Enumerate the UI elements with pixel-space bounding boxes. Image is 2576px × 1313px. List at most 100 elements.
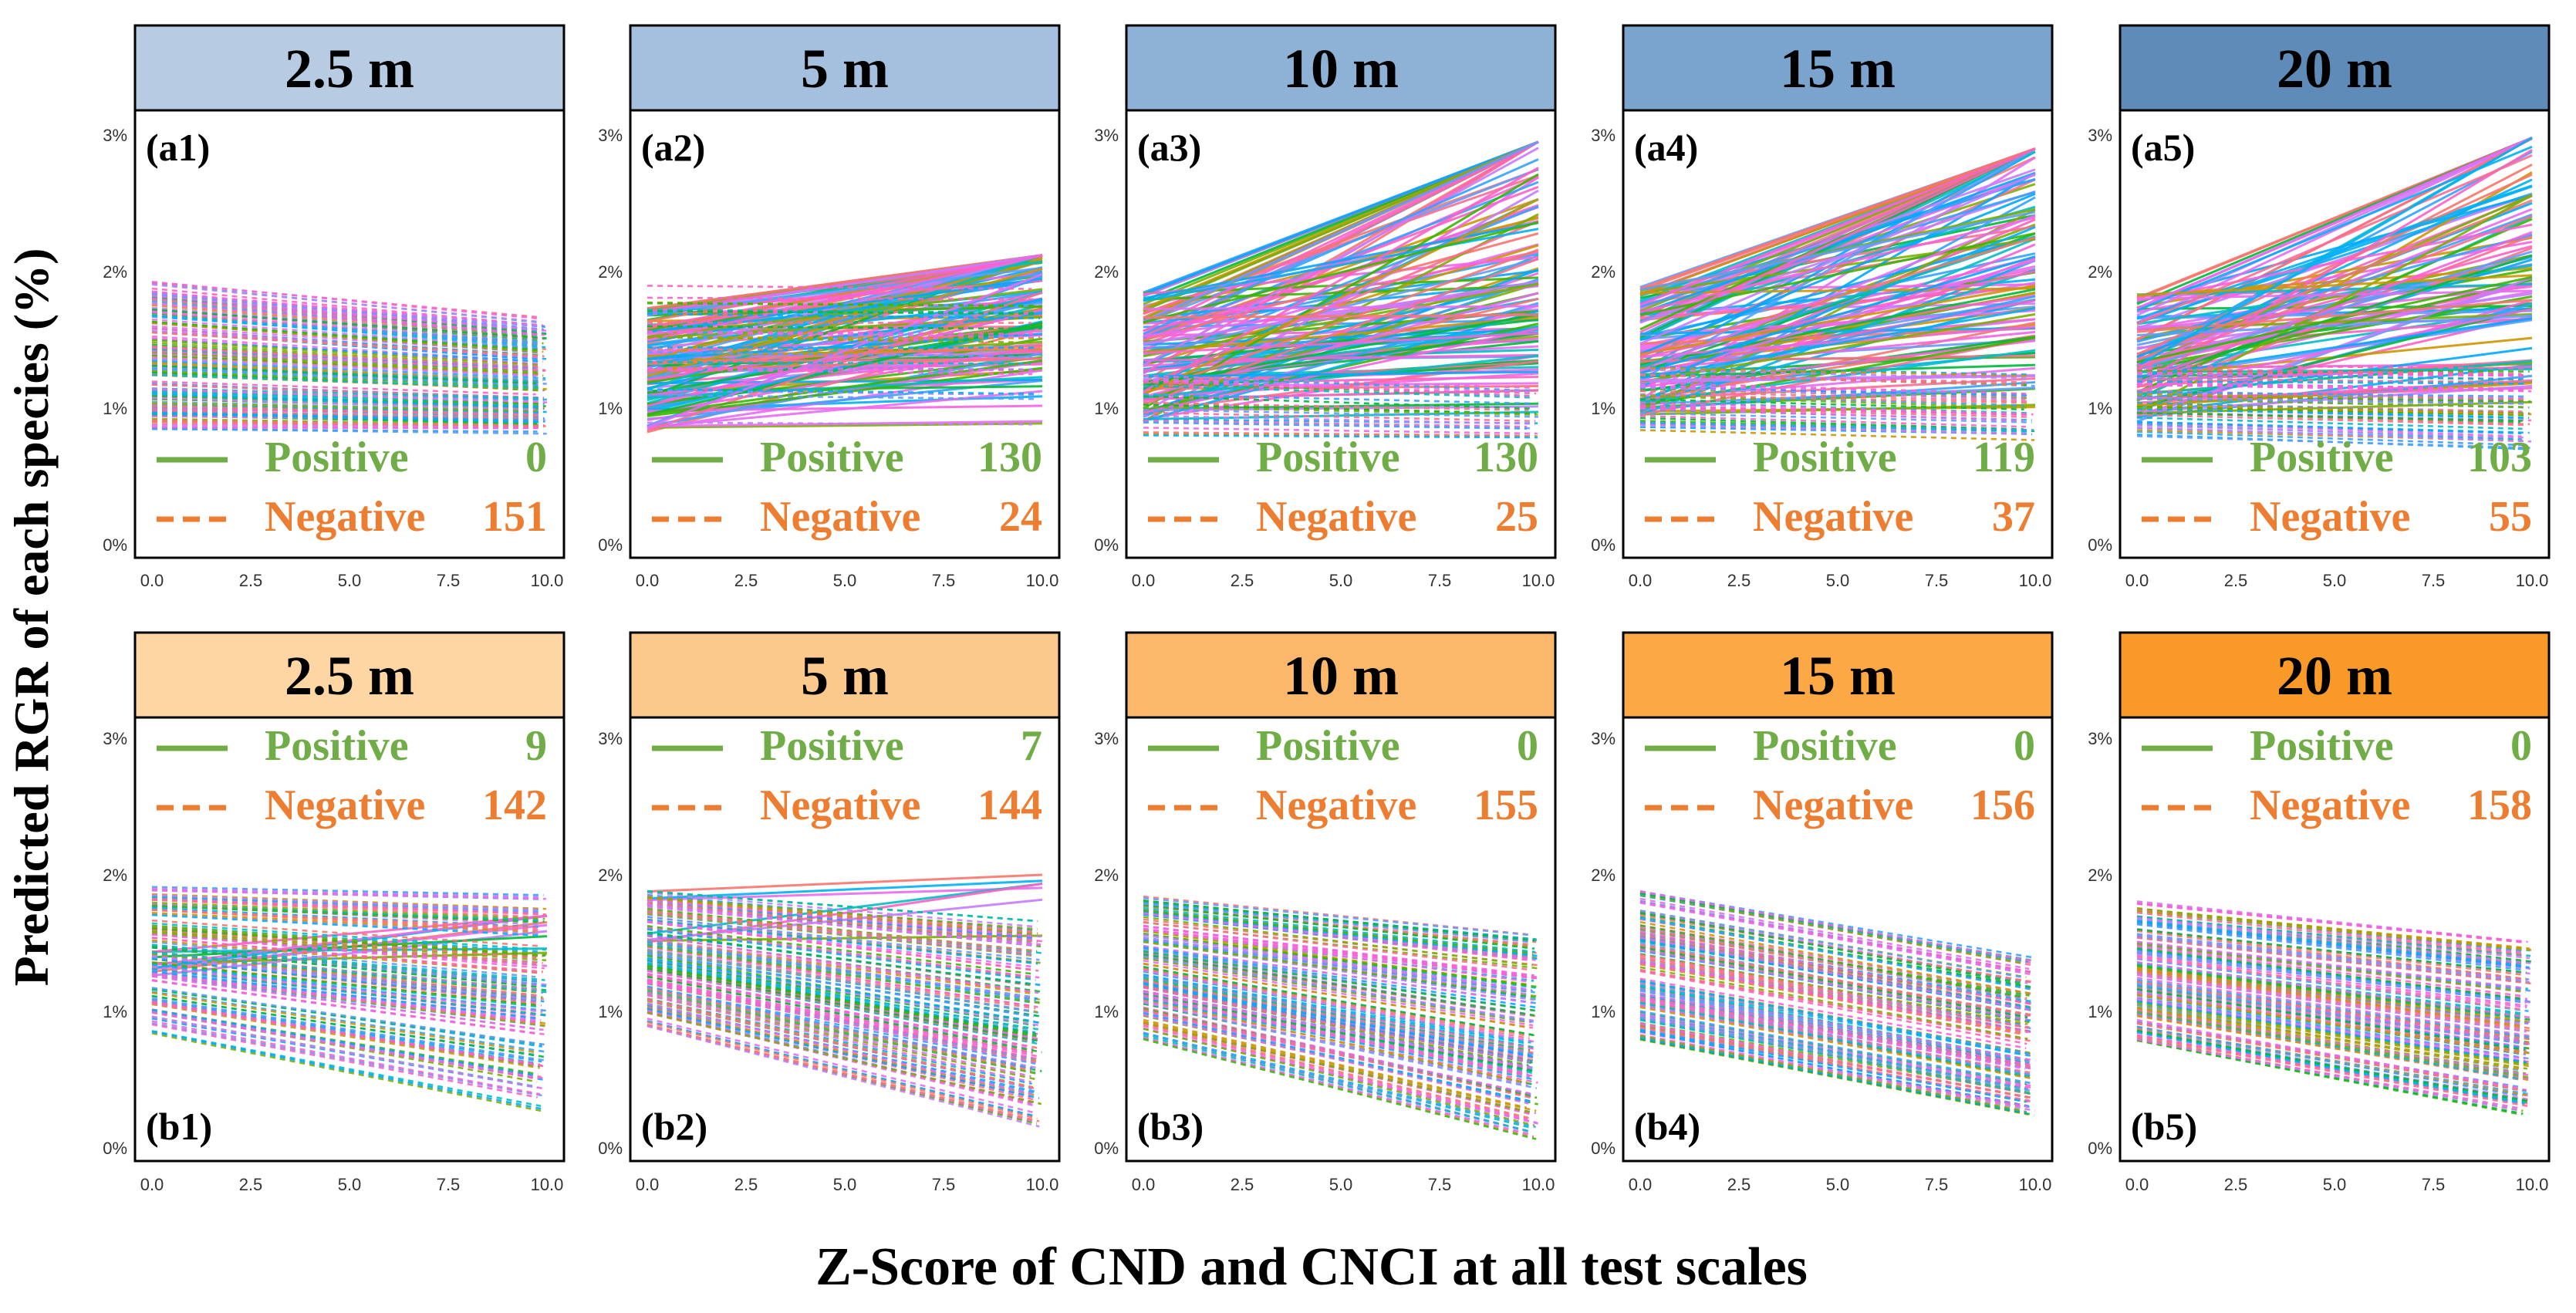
negative-series-line — [151, 1032, 545, 1112]
x-axis-title: Z-Score of CND and CNCI at all test scal… — [815, 1237, 1808, 1297]
x-tick-label: 2.5 — [2224, 1175, 2248, 1194]
series-lines — [2136, 137, 2533, 451]
negative-series-line — [2136, 994, 2530, 1060]
x-tick-label: 10.0 — [531, 571, 564, 590]
negative-series-line — [1639, 1012, 2024, 1086]
negative-series-line — [647, 979, 1032, 1059]
negative-series-line — [2136, 928, 2527, 974]
negative-series-line — [1143, 994, 1528, 1075]
negative-series-line — [1143, 1002, 1538, 1089]
negative-series-line — [647, 361, 1031, 365]
negative-series-line — [1639, 1028, 2027, 1103]
positive-series-line — [2136, 245, 2533, 356]
panel-header — [1622, 631, 2054, 719]
negative-series-line — [1143, 996, 1536, 1078]
positive-series-line — [151, 914, 548, 967]
negative-series-line — [1639, 911, 2025, 985]
negative-series-line — [1639, 414, 2026, 428]
legend: Positive Negative 0 151 — [157, 434, 547, 541]
positive-count: 130 — [977, 434, 1042, 481]
y-tick-label: 2% — [1094, 866, 1119, 885]
negative-series-line — [647, 309, 1037, 314]
y-tick-label: 1% — [2088, 1002, 2112, 1021]
positive-series-line — [2136, 250, 2533, 371]
negative-series-line — [1143, 1018, 1528, 1109]
y-tick-label: 3% — [1094, 729, 1119, 748]
negative-series-line — [151, 953, 536, 994]
negative-series-line — [647, 991, 1031, 1078]
negative-series-line — [1143, 431, 1533, 437]
positive-series-line — [1143, 280, 1539, 346]
negative-series-line — [151, 346, 543, 369]
x-tick-label: 7.5 — [2422, 1175, 2446, 1194]
negative-series-line — [151, 413, 545, 423]
panel-header — [133, 24, 566, 112]
positive-series-line — [2136, 317, 2533, 378]
negative-series-line — [151, 1015, 545, 1090]
negative-series-line — [1639, 424, 2025, 435]
negative-series-line — [151, 322, 544, 353]
negative-series-line — [1639, 987, 2032, 1062]
legend: Positive Negative 130 24 — [652, 434, 1042, 541]
y-tick-label: 0% — [1094, 1139, 1119, 1158]
negative-series-line — [647, 388, 1039, 395]
negative-series-line — [647, 945, 1042, 1004]
panel-title: 15 m — [1780, 38, 1896, 100]
x-tick-label: 10.0 — [1522, 1175, 1555, 1194]
positive-series-line — [1143, 147, 1539, 366]
negative-series-line — [2136, 968, 2521, 1028]
series-lines — [647, 254, 1043, 434]
negative-series-line — [1639, 394, 2027, 409]
x-tick-label: 2.5 — [1231, 571, 1254, 590]
y-tick-label: 2% — [1591, 866, 1615, 885]
negative-series-line — [2136, 364, 2526, 370]
negative-series-line — [647, 1024, 1038, 1125]
x-tick-label: 10.0 — [2019, 571, 2052, 590]
panel-label: (b4) — [1634, 1105, 1700, 1148]
negative-series-line — [151, 946, 538, 988]
y-axis: 0% 1% 2% 3% — [598, 126, 623, 555]
positive-count: 0 — [1517, 722, 1538, 770]
legend-positive-label: Positive — [2250, 722, 2394, 770]
negative-series-line — [2136, 1025, 2532, 1096]
positive-series-line — [647, 359, 1043, 416]
positive-series-line — [647, 898, 1043, 941]
x-axis: 0.0 2.5 5.0 7.5 10.0 — [140, 1175, 564, 1194]
negative-series-line — [1639, 365, 2031, 376]
negative-series-line — [2136, 923, 2524, 971]
negative-series-line — [151, 955, 538, 1001]
panel-header — [629, 24, 1061, 112]
negative-series-line — [2136, 947, 2521, 1000]
negative-series-line — [647, 336, 1031, 344]
negative-series-line — [2136, 940, 2527, 990]
x-tick-label: 7.5 — [932, 571, 956, 590]
positive-series-line — [1639, 326, 2036, 335]
negative-series-line — [2136, 1038, 2524, 1115]
negative-series-line — [647, 330, 1034, 336]
x-axis: 0.0 2.5 5.0 7.5 10.0 — [1132, 1175, 1555, 1194]
negative-series-line — [647, 351, 1032, 358]
panel-b4: 15 m 0% 1% 2% 3% 0.0 2.5 5.0 7.5 10.0 (b4) Positive… — [1591, 631, 2054, 1194]
negative-series-line — [1639, 948, 2027, 1021]
negative-series-line — [151, 887, 543, 899]
negative-series-line — [1143, 403, 1537, 415]
x-tick-label: 5.0 — [2323, 571, 2347, 590]
negative-series-line — [2136, 954, 2527, 1007]
legend-negative-label: Negative — [265, 493, 425, 541]
y-tick-label: 1% — [2088, 399, 2112, 418]
x-tick-label: 5.0 — [338, 571, 362, 590]
negative-series-line — [647, 978, 1033, 1055]
negative-series-line — [2136, 994, 2533, 1055]
negative-series-line — [647, 1010, 1037, 1108]
x-tick-label: 10.0 — [1522, 571, 1555, 590]
positive-series-line — [1639, 330, 2036, 372]
negative-series-line — [1143, 937, 1531, 992]
panel-b5: 20 m 0% 1% 2% 3% 0.0 2.5 5.0 7.5 10.0 (b5) Positive… — [2088, 631, 2551, 1194]
negative-series-line — [151, 426, 538, 430]
panel-title: 2.5 m — [285, 645, 414, 707]
negative-series-line — [1143, 384, 1531, 399]
positive-series-line — [1639, 307, 2036, 380]
positive-series-line — [1639, 377, 2036, 400]
negative-series-line — [647, 302, 1037, 307]
